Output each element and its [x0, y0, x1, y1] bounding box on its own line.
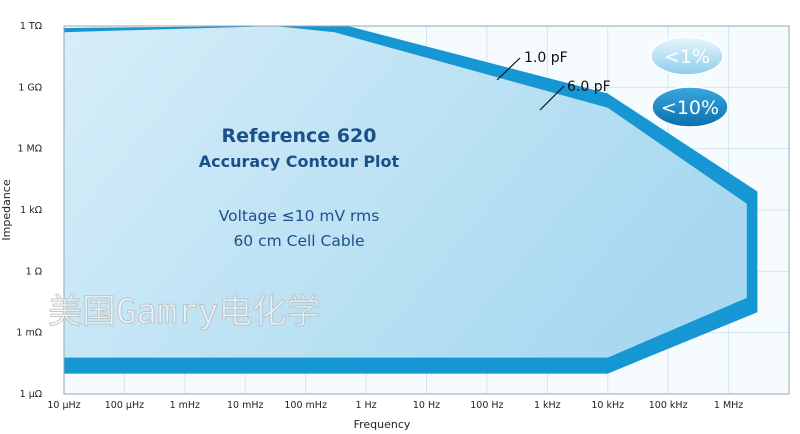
y-tick-labels: 1 µΩ 1 mΩ 1 Ω 1 kΩ 1 MΩ 1 GΩ 1 TΩ — [16, 21, 42, 400]
annotation-leader-1pf — [496, 57, 521, 81]
annotation-leader-6pf — [539, 85, 565, 111]
x-tick-label: 100 µHz — [105, 400, 144, 411]
chart-subtitle: Accuracy Contour Plot — [199, 152, 400, 171]
x-tick-label: 10 µHz — [47, 400, 80, 411]
x-tick-label: 10 Hz — [413, 400, 440, 411]
svg-text:<10%: <10% — [661, 97, 719, 119]
x-tick-label: 10 mHz — [227, 400, 264, 411]
legend-10-percent: <10% — [651, 86, 729, 128]
y-axis-title: Impedance — [0, 179, 13, 240]
x-tick-labels: 10 µHz 100 µHz 1 mHz 10 mHz 100 mHz 1 Hz 10 Hz… — [47, 400, 743, 411]
note-cable: 60 cm Cell Cable — [233, 232, 364, 250]
svg-text:<1%: <1% — [664, 46, 710, 68]
y-tick-label: 1 GΩ — [18, 82, 42, 93]
x-tick-label: 10 kHz — [591, 400, 624, 411]
x-axis-title: Frequency — [354, 418, 411, 431]
x-tick-label: 1 MHz — [714, 400, 743, 411]
x-tick-label: 1 Hz — [355, 400, 376, 411]
legend-1-percent: <1% — [650, 36, 724, 76]
y-tick-label: 1 mΩ — [16, 328, 42, 339]
x-tick-label: 100 kHz — [649, 400, 688, 411]
chart-title: Reference 620 — [222, 125, 377, 147]
watermark: 美国Gamry电化学 — [48, 292, 320, 332]
note-voltage: Voltage ≤10 mV rms — [219, 207, 380, 225]
y-tick-label: 1 MΩ — [17, 144, 42, 155]
y-tick-label: 1 kΩ — [20, 205, 42, 216]
x-tick-label: 100 Hz — [470, 400, 503, 411]
x-tick-label: 1 mHz — [170, 400, 200, 411]
annotation-6pf: 6.0 pF — [567, 79, 611, 95]
y-tick-label: 1 TΩ — [20, 21, 42, 32]
annotation-1pf: 1.0 pF — [524, 50, 568, 66]
region-1-percent — [64, 26, 747, 358]
y-tick-label: 1 µΩ — [20, 389, 42, 400]
x-tick-label: 1 kHz — [534, 400, 561, 411]
y-tick-label: 1 Ω — [26, 266, 42, 277]
x-tick-label: 100 mHz — [284, 400, 327, 411]
plot-frame — [63, 25, 790, 395]
